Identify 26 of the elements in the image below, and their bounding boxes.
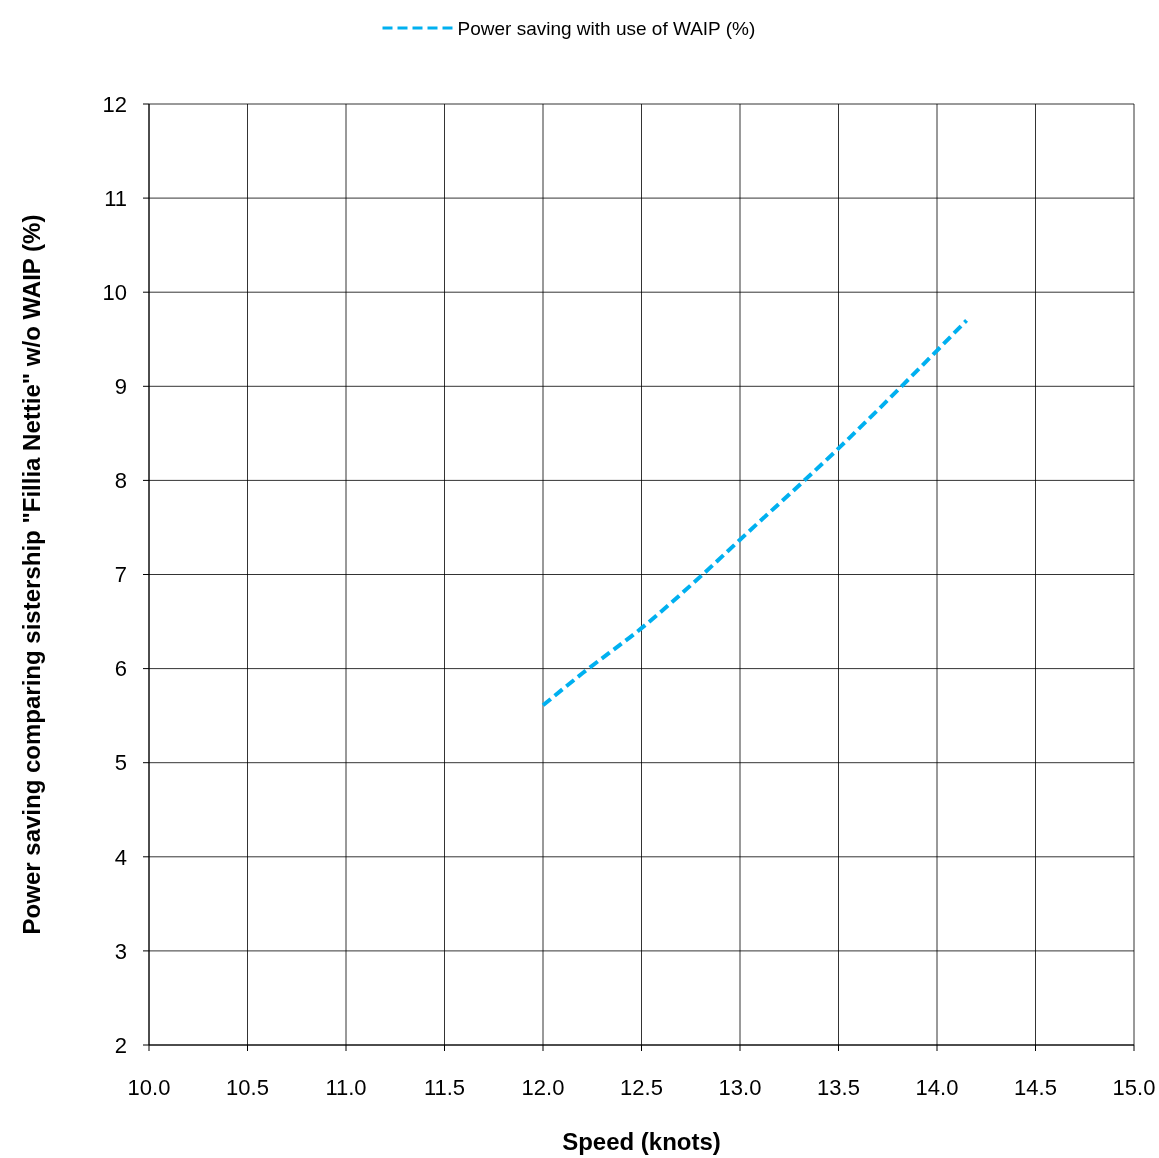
x-tick-label: 14.0 — [915, 1075, 959, 1100]
y-tick-label: 10 — [102, 279, 127, 305]
y-tick-label: 11 — [104, 185, 127, 211]
x-tick-label: 13.0 — [718, 1075, 762, 1100]
y-tick-label: 9 — [114, 374, 127, 399]
x-tick-label: 11.0 — [325, 1075, 367, 1100]
x-axis-title: Speed (knots) — [562, 1128, 721, 1155]
y-tick-label: 4 — [114, 844, 127, 870]
x-tick-label: 14.5 — [1014, 1075, 1057, 1100]
x-tick-label: 10.5 — [226, 1075, 269, 1100]
y-tick-label: 8 — [114, 468, 127, 494]
legend-label: Power saving with use of WAIP (%) — [457, 17, 756, 39]
y-tick-label: 5 — [114, 750, 127, 776]
x-tick-label: 10.0 — [127, 1075, 171, 1100]
x-tick-label: 15.0 — [1112, 1075, 1156, 1100]
y-tick-label: 3 — [114, 938, 127, 964]
x-tick-label: 13.5 — [817, 1075, 860, 1100]
y-tick-label: 12 — [102, 91, 127, 117]
x-tick-label: 11.5 — [423, 1075, 466, 1100]
y-tick-label: 7 — [114, 562, 127, 588]
y-axis-title: Power saving comparing sistership "Fillia Nettie" w/o WAIP (%) — [18, 214, 45, 935]
x-tick-label: 12.0 — [521, 1075, 565, 1100]
line-series — [541, 318, 969, 708]
y-tick-label: 6 — [114, 656, 127, 682]
x-tick-label: 12.5 — [620, 1075, 663, 1100]
y-tick-label: 2 — [114, 1032, 127, 1058]
